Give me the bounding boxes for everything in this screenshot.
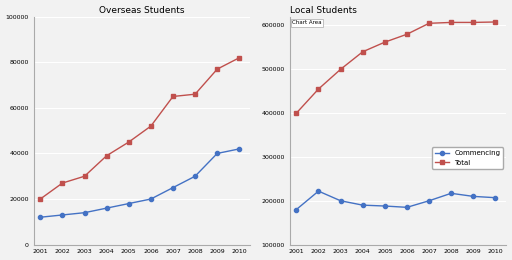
Legend: Commencing, Total: Commencing, Total <box>432 147 503 168</box>
Text: Local Students: Local Students <box>290 5 356 15</box>
Text: Chart Area: Chart Area <box>292 20 322 25</box>
Title: Overseas Students: Overseas Students <box>99 5 185 15</box>
